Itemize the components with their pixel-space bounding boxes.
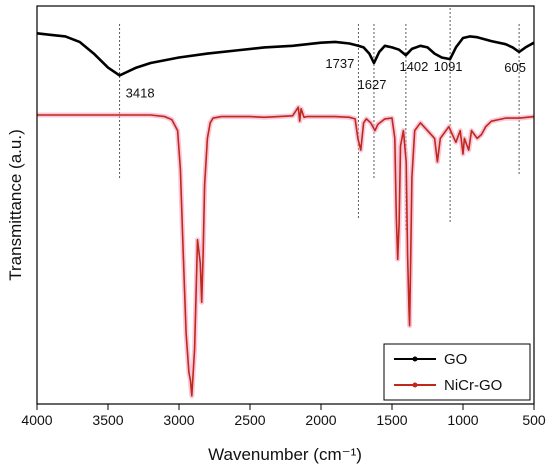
legend-label-go: GO (444, 351, 467, 368)
x-tick-label: 4000 (21, 412, 52, 428)
x-tick-label: 500 (522, 412, 546, 428)
x-tick-label: 2000 (305, 412, 336, 428)
series-line-go (36, 32, 535, 77)
peak-label: 605 (504, 60, 526, 75)
peak-label: 1627 (358, 77, 387, 92)
series-layer (36, 32, 535, 399)
legend-marker-go (412, 356, 418, 362)
x-tick-label: 2500 (234, 412, 265, 428)
x-tick-label: 1500 (376, 412, 407, 428)
legend: GO NiCr-GO (383, 343, 531, 401)
legend-box (383, 343, 531, 401)
legend-marker-nicr-go (412, 382, 418, 388)
y-axis-label: Transmittance (a.u.) (6, 129, 25, 280)
peak-label: 1402 (399, 59, 428, 74)
legend-label-nicr-go: NiCr-GO (444, 377, 502, 394)
x-tick-label: 1000 (447, 412, 478, 428)
series-line-nicr-go (37, 106, 535, 397)
plot-frame (36, 5, 535, 405)
x-tick-label: 3000 (163, 412, 194, 428)
peak-labels: 3418 1737 1627 1402 1091 605 (126, 56, 526, 101)
peak-label: 3418 (126, 85, 155, 100)
x-axis-label: Wavenumber (cm⁻¹) (208, 445, 362, 464)
peak-label: 1091 (434, 59, 463, 74)
x-axis-ticks: 4000 3500 3000 2500 2000 1500 1000 500 (21, 404, 546, 428)
peak-label: 1737 (325, 56, 354, 71)
x-tick-label: 3500 (92, 412, 123, 428)
